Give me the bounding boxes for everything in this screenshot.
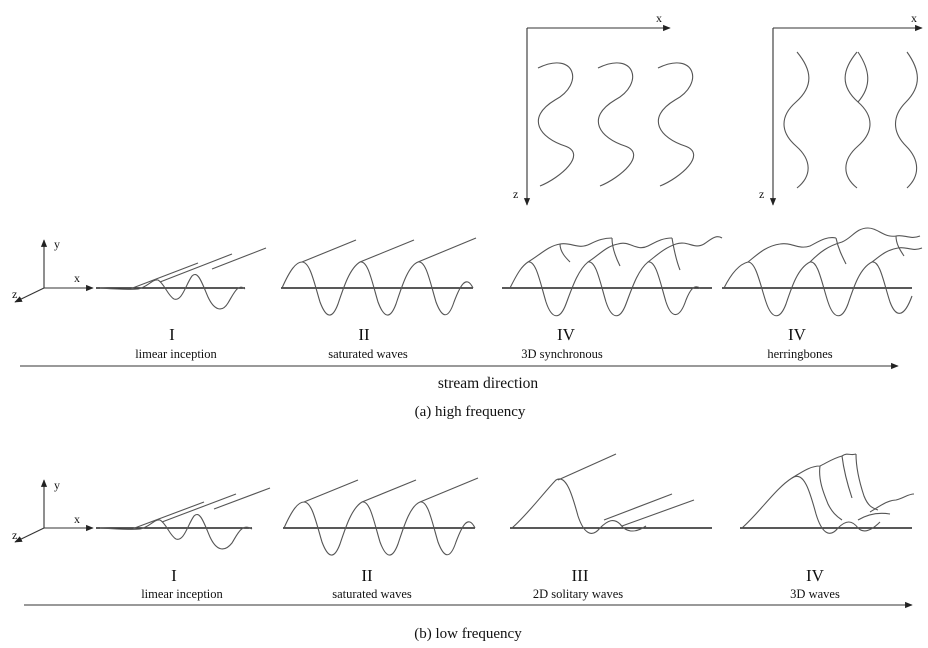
- caption-a: (a) high frequency: [415, 404, 526, 420]
- stage-b-4-label: 3D waves: [790, 587, 840, 601]
- wave-b-stage-2: [283, 477, 479, 556]
- axis-x-label-a: x: [74, 271, 80, 285]
- wave-a-stage-2: [281, 237, 477, 316]
- stage-a-4-label: herringbones: [767, 347, 832, 361]
- axes-triad-b: y x z: [12, 478, 94, 543]
- wave-a-stage-3d-synchronous: [502, 236, 723, 317]
- topview-herringbones-z-label: z: [759, 187, 764, 201]
- synchronous-crest-3: [657, 62, 695, 187]
- wave-a-stage-1: [96, 247, 267, 310]
- stage-b-2-numeral: II: [361, 566, 373, 585]
- stage-a-3-numeral: IV: [557, 325, 576, 344]
- synchronous-crest-1: [537, 62, 575, 187]
- herringbone-crest-4: [894, 51, 918, 189]
- stage-a-2-numeral: II: [358, 325, 370, 344]
- stage-b-2-label: saturated waves: [332, 587, 412, 601]
- axis-z-label-a: z: [12, 287, 17, 301]
- topview-synchronous-x-label: x: [656, 11, 662, 25]
- stage-a-2-label: saturated waves: [328, 347, 408, 361]
- panel-a: y x z: [12, 227, 923, 420]
- stage-b-1-numeral: I: [171, 566, 177, 585]
- stage-b-3-numeral: III: [572, 566, 589, 585]
- axis-y-label-b: y: [54, 478, 60, 492]
- wave-a-stage-herringbones: [722, 227, 923, 317]
- topview-herringbones-x-label: x: [911, 11, 917, 25]
- topview-herringbones: x z: [759, 11, 923, 206]
- stage-a-1-label: limear inception: [135, 347, 217, 361]
- stage-a-1-numeral: I: [169, 325, 175, 344]
- herringbone-crest-3: [857, 51, 869, 103]
- wave-b-stage-3d-waves: [740, 453, 915, 534]
- axes-triad-a: y x z: [12, 237, 94, 303]
- stage-b-1-label: limear inception: [141, 587, 223, 601]
- wave-b-stage-2d-solitary: [510, 453, 712, 534]
- stream-direction-label: stream direction: [438, 375, 539, 392]
- topview-synchronous: x z: [513, 11, 695, 206]
- wave-b-stage-1: [96, 487, 271, 550]
- axis-x-label-b: x: [74, 512, 80, 526]
- axis-y-label-a: y: [54, 237, 60, 251]
- stage-b-3-label: 2D solitary waves: [533, 587, 623, 601]
- herringbone-crest-1: [783, 51, 810, 189]
- stage-a-3-label: 3D synchronous: [521, 347, 603, 361]
- caption-b: (b) low frequency: [414, 626, 522, 642]
- panel-b: y x z: [12, 453, 915, 642]
- stage-a-4-numeral: IV: [788, 325, 807, 344]
- synchronous-crest-2: [597, 62, 635, 187]
- axis-z-label-b: z: [12, 528, 17, 542]
- topview-synchronous-z-label: z: [513, 187, 518, 201]
- herringbone-crest-2: [844, 51, 871, 189]
- stage-b-4-numeral: IV: [806, 566, 825, 585]
